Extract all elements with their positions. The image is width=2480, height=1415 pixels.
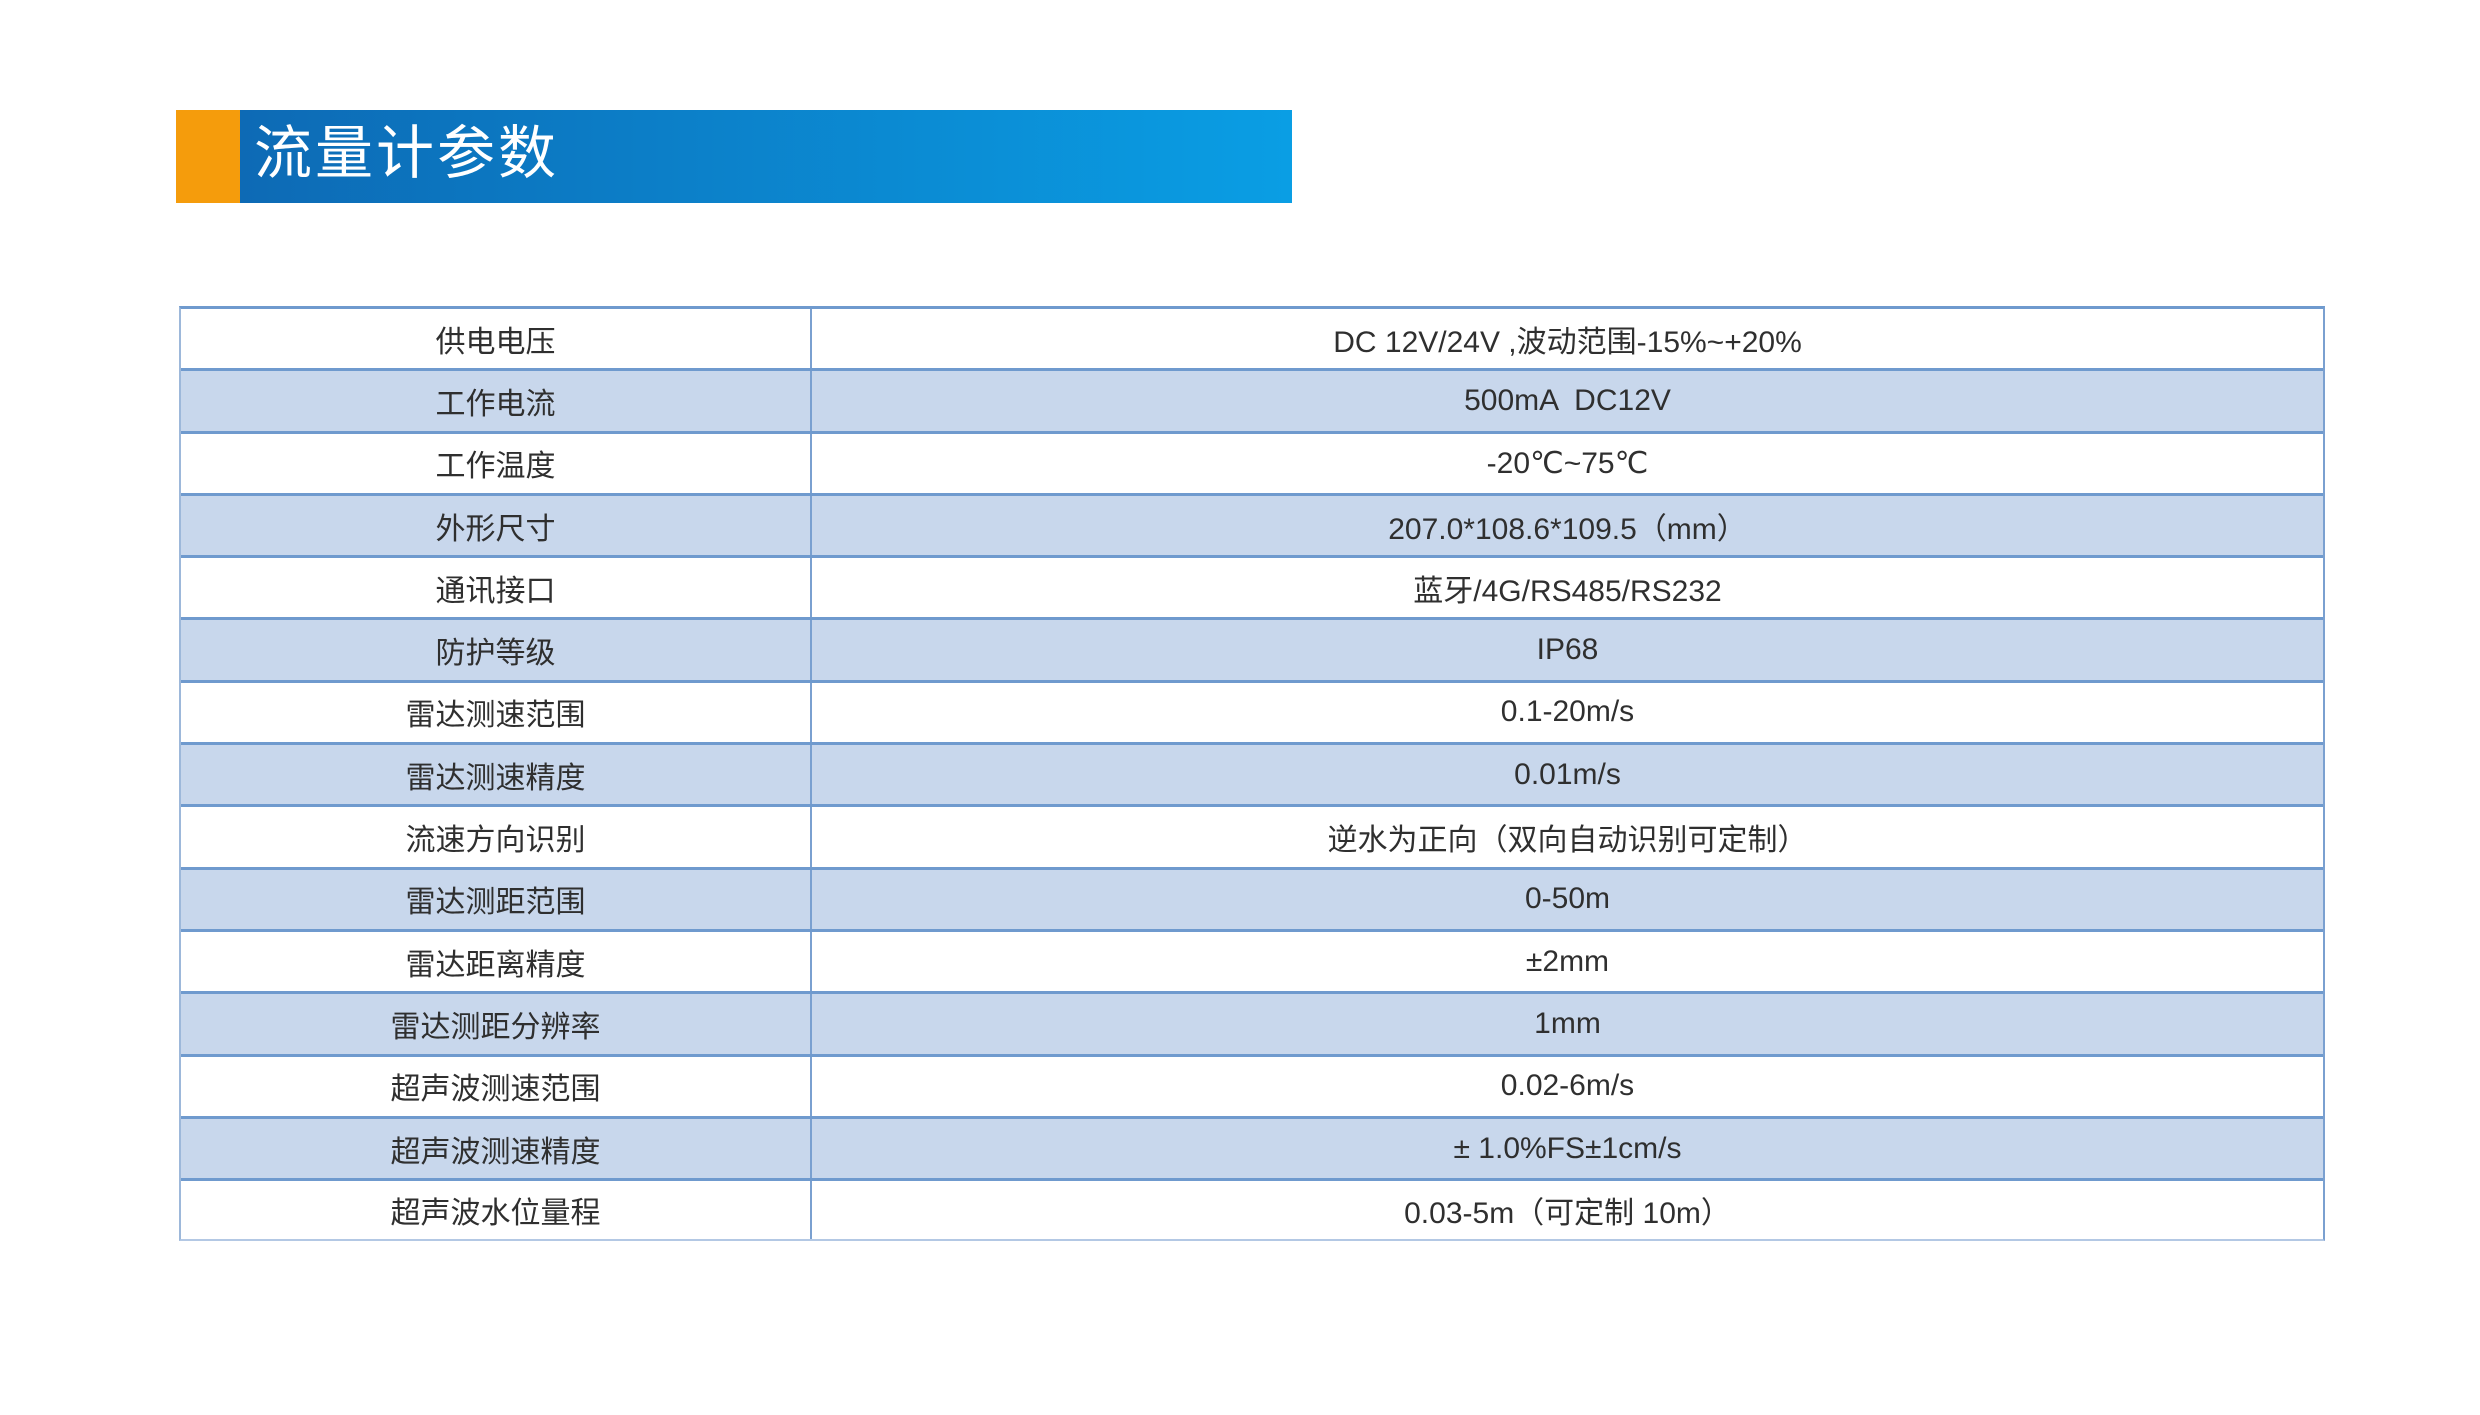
parameter-name-cell: 雷达测距范围 (181, 869, 812, 929)
parameter-value-cell: ± 1.0%FS±1cm/s (1453, 1131, 1682, 1165)
parameter-name-cell: 工作电流 (181, 371, 812, 431)
parameter-value-cell: 207.0*108.6*109.5（mm） (1388, 512, 1747, 546)
parameter-name-cell: 防护等级 (181, 620, 812, 680)
orange-accent-block (176, 110, 240, 203)
table-row: 雷达测距分辨率 1mm (181, 994, 2323, 1057)
parameter-value-cell: 0.1-20m/s (1500, 695, 1635, 729)
table-row: 雷达距离精度 ±2mm (181, 931, 2323, 995)
parameter-name-cell: 供电电压 (181, 309, 812, 369)
parameter-name-cell: 外形尺寸 (181, 495, 812, 556)
section-header-banner: 流量计参数 (176, 110, 1292, 203)
parameter-value-cell: ±2mm (1525, 944, 1610, 978)
parameter-name-cell: 超声波测速精度 (181, 1118, 812, 1179)
parameter-value-cell: IP68 (1536, 633, 1599, 667)
parameter-value-cell: DC 12V/24V ,波动范围-15%~+20% (1333, 325, 1802, 359)
table-row: 工作温度 -20℃~75℃ (181, 433, 2323, 496)
parameter-name-cell: 工作温度 (181, 433, 812, 493)
table-row: 超声波水位量程 0.03-5m（可定制 10m） (181, 1181, 2323, 1240)
table-row: 通讯接口 蓝牙/4G/RS485/RS232 (181, 558, 2323, 621)
parameter-value-cell: 蓝牙/4G/RS485/RS232 (1413, 574, 1722, 608)
table-row: 雷达测速精度 0.01m/s (181, 745, 2323, 808)
parameter-value-cell: 0.03-5m（可定制 10m） (1404, 1197, 1731, 1231)
table-row: 超声波测速精度 ± 1.0%FS±1cm/s (181, 1118, 2323, 1182)
parameter-name-cell: 雷达测距分辨率 (181, 994, 812, 1054)
parameter-name-cell: 超声波水位量程 (181, 1181, 812, 1240)
table-row: 外形尺寸 207.0*108.6*109.5（mm） (181, 495, 2323, 559)
page-title: 流量计参数 (254, 120, 560, 186)
parameter-value-cell: -20℃~75℃ (1486, 446, 1649, 480)
parameter-name-cell: 雷达测速范围 (181, 682, 812, 743)
parameter-value-cell: 0-50m (1524, 882, 1611, 916)
parameter-name-cell: 流速方向识别 (181, 807, 812, 867)
parameter-name-cell: 通讯接口 (181, 558, 812, 618)
flow-meter-spec-table: 供电电压 DC 12V/24V ,波动范围-15%~+20% 工作电流 500mA D… (179, 306, 2325, 1242)
parameter-value-cell: 逆水为正向（双向自动识别可定制） (1327, 824, 1808, 858)
table-row: 雷达测距范围 0-50m (181, 869, 2323, 932)
parameter-name-cell: 超声波测速范围 (181, 1056, 812, 1116)
table-row: 雷达测速范围 0.1-20m/s (181, 682, 2323, 746)
parameter-value-cell: 0.01m/s (1514, 757, 1621, 791)
table-row: 工作电流 500mA DC12V (181, 371, 2323, 434)
blue-title-bar: 流量计参数 (240, 110, 1292, 203)
parameter-name-cell: 雷达距离精度 (181, 931, 812, 992)
parameter-value-cell: 500mA DC12V (1464, 383, 1671, 417)
parameter-value-cell: 0.02-6m/s (1500, 1069, 1635, 1103)
table-row: 供电电压 DC 12V/24V ,波动范围-15%~+20% (181, 309, 2323, 372)
table-row: 防护等级 IP68 (181, 620, 2323, 683)
table-row: 流速方向识别 逆水为正向（双向自动识别可定制） (181, 807, 2323, 870)
parameter-name-cell: 雷达测速精度 (181, 745, 812, 805)
parameter-value-cell: 1mm (1534, 1006, 1601, 1040)
table-row: 超声波测速范围 0.02-6m/s (181, 1056, 2323, 1119)
